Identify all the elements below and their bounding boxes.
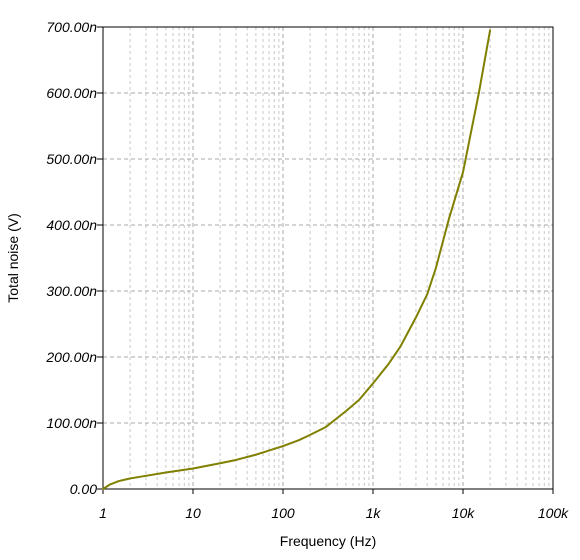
x-tick-label: 100	[271, 505, 295, 521]
minor-gridlines	[129, 27, 550, 489]
y-axis-label: Total noise (V)	[5, 213, 21, 302]
x-axis-ticks: 1 10 100 1k 10k 100k	[99, 489, 569, 521]
x-tick-label: 100k	[538, 505, 569, 521]
y-axis-ticks: 0.00 100.00n 200.00n 300.00n 400.00n 500.00n 6…	[45, 19, 103, 497]
y-tick-label: 500.00n	[46, 151, 97, 167]
major-gridlines	[103, 27, 553, 489]
y-tick-label: 0.00	[70, 481, 97, 497]
y-tick-label: 200.00n	[45, 349, 97, 365]
y-tick-label: 400.00n	[46, 217, 97, 233]
x-axis-label: Frequency (Hz)	[280, 533, 376, 549]
x-tick-label: 10k	[452, 505, 476, 521]
y-tick-label: 100.00n	[46, 415, 97, 431]
x-tick-label: 1k	[366, 505, 382, 521]
noise-series-line	[102, 29, 492, 490]
y-tick-label: 300.00n	[46, 283, 97, 299]
x-tick-label: 10	[185, 505, 201, 521]
y-tick-label: 600.00n	[46, 85, 97, 101]
y-tick-label: 700.00n	[46, 19, 97, 35]
plot-frame	[102, 26, 554, 490]
x-tick-label: 1	[99, 505, 107, 521]
series-layer	[102, 29, 492, 490]
